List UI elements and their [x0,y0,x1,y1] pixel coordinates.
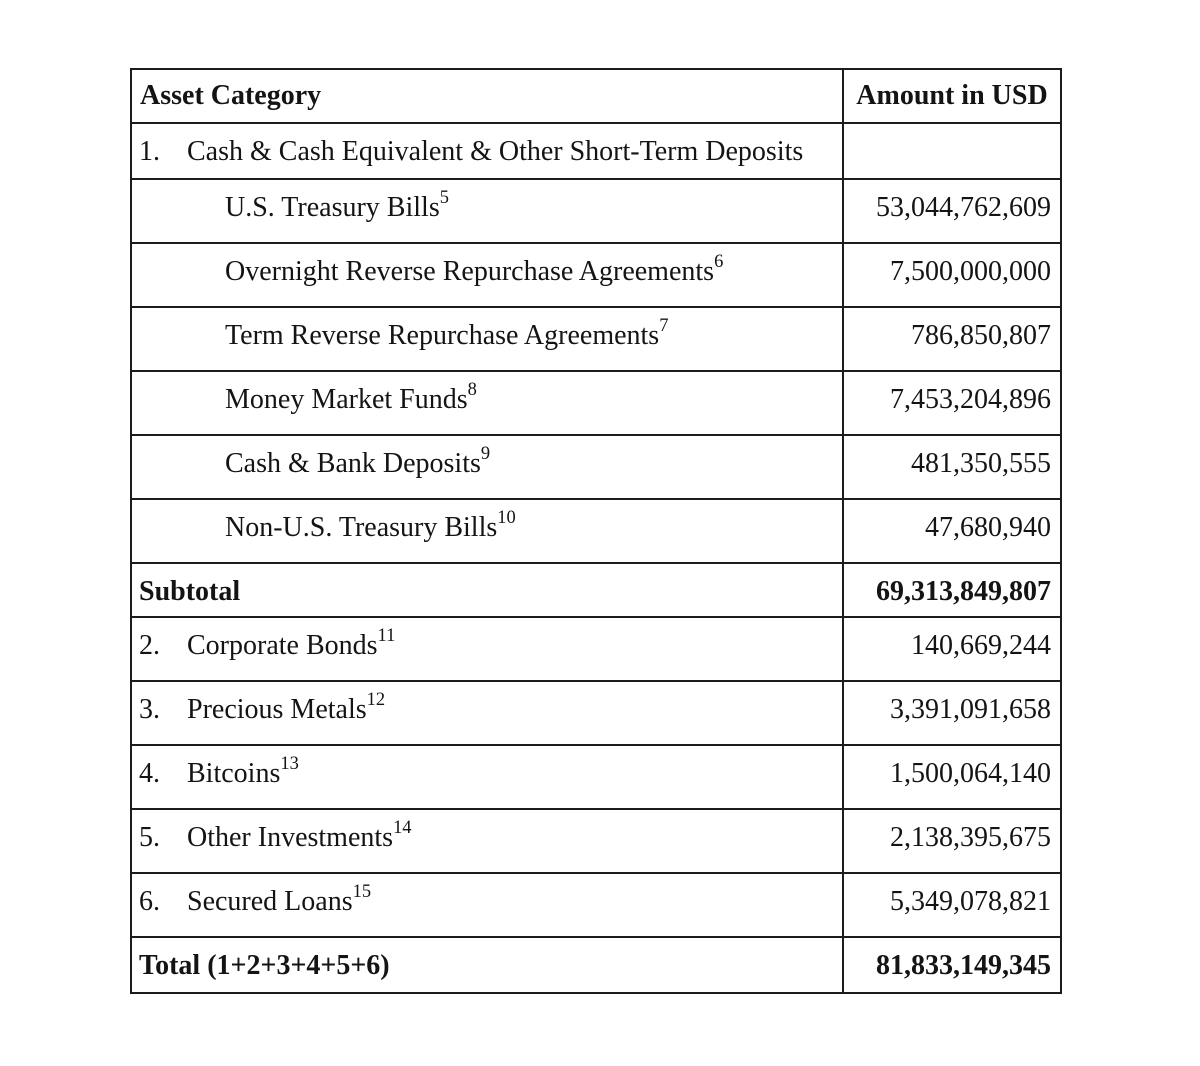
row-category-cell: 4. Bitcoins13 [130,744,844,810]
row-amount-cell: 481,350,555 [842,434,1062,500]
header-asset-category: Asset Category [130,68,844,124]
row-category-cell: Cash & Bank Deposits9 [130,434,844,500]
row-amount-cell: 81,833,149,345 [842,936,1062,994]
table-row-total: Total (1+2+3+4+5+6) 81,833,149,345 [130,936,1062,994]
header-amount-in-usd: Amount in USD [842,68,1062,124]
row-amount-cell: 47,680,940 [842,498,1062,564]
table-row-subtotal: Subtotal 69,313,849,807 [130,562,1062,618]
row-category-cell: U.S. Treasury Bills5 [130,178,844,244]
footnote-ref: 12 [366,689,386,710]
row-number: 5. [139,822,160,853]
row-label: Bitcoins [187,758,281,789]
row-amount-cell: 5,349,078,821 [842,872,1062,938]
footnote-ref: 13 [280,753,299,774]
row-category-cell: Total (1+2+3+4+5+6) [130,936,844,994]
table-row-overnight-reverse-repo: Overnight Reverse Repurchase Agreements6… [130,242,1062,308]
row-label: Cash & Cash Equivalent & Other Short-Ter… [187,136,804,167]
row-number: 6. [139,886,160,917]
row-category-cell: Non-U.S. Treasury Bills10 [130,498,844,564]
footnote-ref: 10 [497,507,516,528]
row-category-cell: 5. Other Investments14 [130,808,844,874]
table-row-corporate-bonds: 2. Corporate Bonds11 140,669,244 [130,616,1062,682]
table-row-other-investments: 5. Other Investments14 2,138,395,675 [130,808,1062,874]
row-category-cell: 1. Cash & Cash Equivalent & Other Short-T… [130,122,844,180]
footnote-ref: 9 [480,443,491,464]
row-amount-cell: 140,669,244 [842,616,1062,682]
row-label: Money Market Funds [225,384,468,415]
row-label: Term Reverse Repurchase Agreements [225,320,660,351]
row-number: 4. [139,758,160,789]
table-row-non-us-treasury-bills: Non-U.S. Treasury Bills10 47,680,940 [130,498,1062,564]
row-amount-cell: 786,850,807 [842,306,1062,372]
row-category-cell: Overnight Reverse Repurchase Agreements6 [130,242,844,308]
row-amount-cell [842,122,1062,180]
row-category-cell: Term Reverse Repurchase Agreements7 [130,306,844,372]
row-label: Subtotal [139,576,241,607]
row-label: Cash & Bank Deposits [225,448,481,479]
footnote-ref: 7 [659,315,669,336]
table-header-row: Asset Category Amount in USD [130,68,1062,124]
row-category-cell: 2. Corporate Bonds11 [130,616,844,682]
table-row-term-reverse-repo: Term Reverse Repurchase Agreements7 786,… [130,306,1062,372]
table-row-cash-bank-deposits: Cash & Bank Deposits9 481,350,555 [130,434,1062,500]
row-category-cell: 3. Precious Metals12 [130,680,844,746]
row-label: Total (1+2+3+4+5+6) [139,950,390,981]
footnote-ref: 11 [377,625,396,646]
row-label: Non-U.S. Treasury Bills [225,512,498,543]
row-amount-cell: 3,391,091,658 [842,680,1062,746]
row-category-cell: Subtotal [130,562,844,618]
row-amount-cell: 53,044,762,609 [842,178,1062,244]
footnote-ref: 5 [439,187,449,208]
row-amount-cell: 1,500,064,140 [842,744,1062,810]
footnote-ref: 8 [467,379,477,400]
table-row-us-treasury-bills: U.S. Treasury Bills5 53,044,762,609 [130,178,1062,244]
row-amount-cell: 7,500,000,000 [842,242,1062,308]
table-row-bitcoins: 4. Bitcoins13 1,500,064,140 [130,744,1062,810]
row-label: Other Investments [187,822,394,853]
row-category-cell: 6. Secured Loans15 [130,872,844,938]
row-label: Corporate Bonds [187,630,378,661]
row-label: Secured Loans [187,886,353,917]
table-row-secured-loans: 6. Secured Loans15 5,349,078,821 [130,872,1062,938]
table-row-precious-metals: 3. Precious Metals12 3,391,091,658 [130,680,1062,746]
asset-category-table: Asset Category Amount in USD 1. Cash & Ca… [130,68,1062,994]
footnote-ref: 14 [393,817,412,838]
row-number: 3. [139,694,160,725]
row-number: 1. [139,136,160,167]
row-category-cell: Money Market Funds8 [130,370,844,436]
row-label: Precious Metals [187,694,367,725]
footnote-ref: 6 [714,251,724,272]
row-amount-cell: 2,138,395,675 [842,808,1062,874]
footnote-ref: 15 [352,881,372,902]
row-label: U.S. Treasury Bills [225,192,440,223]
table-row-cash-category: 1. Cash & Cash Equivalent & Other Short-T… [130,122,1062,180]
table-row-money-market-funds: Money Market Funds8 7,453,204,896 [130,370,1062,436]
row-label: Overnight Reverse Repurchase Agreements [225,256,715,287]
row-amount-cell: 7,453,204,896 [842,370,1062,436]
row-number: 2. [139,630,160,661]
row-amount-cell: 69,313,849,807 [842,562,1062,618]
